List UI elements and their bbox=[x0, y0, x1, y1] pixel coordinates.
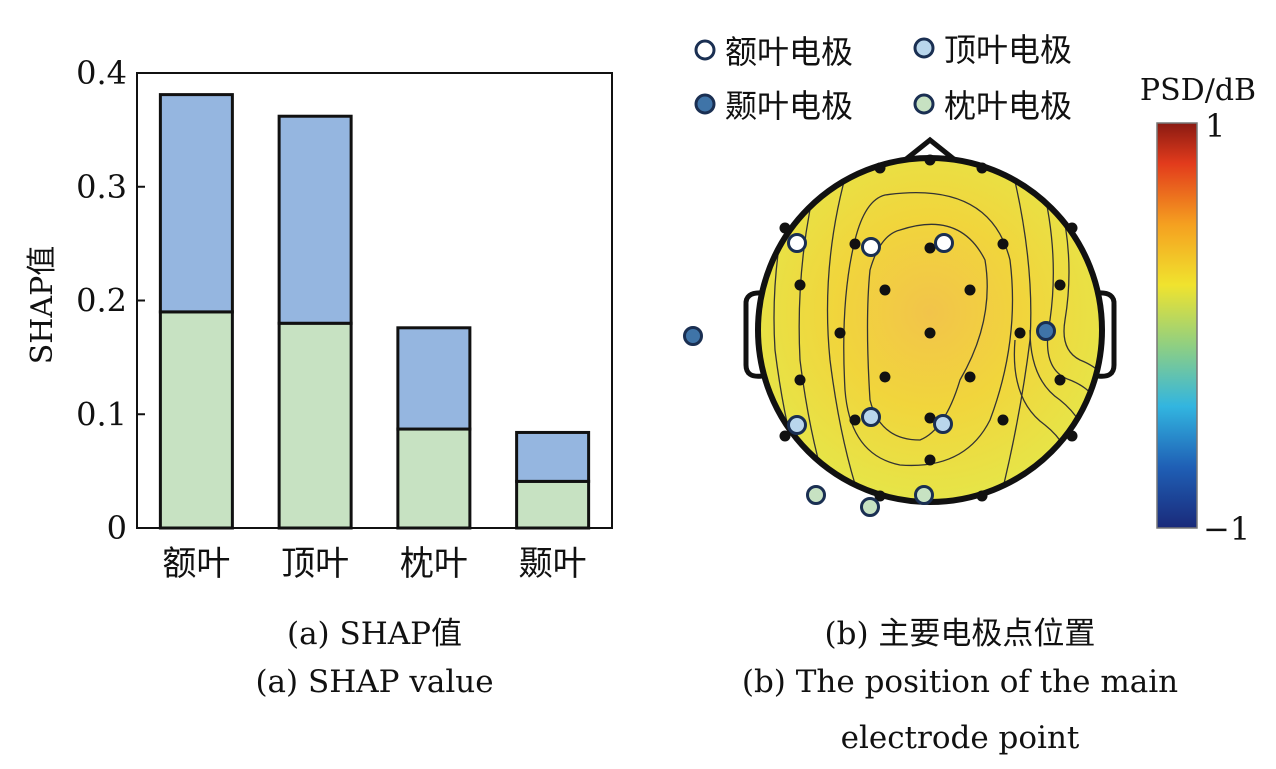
electrode-temporal bbox=[1036, 321, 1056, 341]
electrode-legend: 额叶电极 顶叶电极 颞叶电极 枕叶电极 bbox=[694, 31, 1072, 125]
sensor-dot bbox=[849, 238, 861, 250]
y-tick-label: 0.4 bbox=[76, 54, 127, 92]
sensor-dot bbox=[794, 374, 806, 386]
legend-label-parietal: 顶叶电极 bbox=[944, 31, 1072, 69]
sensor-dot bbox=[874, 490, 886, 502]
y-tick-label: 0 bbox=[107, 509, 127, 547]
colorbar-title: PSD/dB bbox=[1140, 73, 1256, 108]
legend-label-frontal: 额叶电极 bbox=[725, 33, 853, 71]
sensor-dot bbox=[976, 162, 988, 174]
electrode-frontal bbox=[861, 237, 881, 257]
sensor-dot bbox=[976, 490, 988, 502]
electrode-frontal bbox=[787, 233, 807, 253]
electrode-occipital bbox=[806, 485, 826, 505]
highlighted-electrodes bbox=[683, 233, 1056, 517]
bar-segment-top bbox=[396, 326, 472, 431]
sensor-dot bbox=[924, 327, 936, 339]
panel-b-topomap: 额叶电极 顶叶电极 颞叶电极 枕叶电极 PSD/dB 1 −1 bbox=[683, 31, 1256, 548]
bar-segment-top bbox=[277, 114, 353, 325]
panel-a-chart: 0 0.1 0.2 0.3 0.4 额叶 顶叶 枕叶 颞叶 SHAP值 bbox=[25, 54, 613, 584]
x-tick-label: 颞叶 bbox=[519, 544, 587, 584]
sensor-dot bbox=[1054, 279, 1066, 291]
electrode-parietal bbox=[787, 415, 807, 435]
sensor-dot bbox=[779, 430, 791, 442]
sensor-dot bbox=[997, 238, 1009, 250]
sensor-dot bbox=[834, 327, 846, 339]
electrode-temporal bbox=[683, 326, 703, 346]
sensor-dots bbox=[779, 154, 1078, 502]
sensor-dot bbox=[779, 222, 791, 234]
sensor-dot bbox=[1066, 430, 1078, 442]
sensor-dot bbox=[997, 414, 1009, 426]
electrode-frontal bbox=[934, 233, 954, 253]
sensor-dot bbox=[924, 242, 936, 254]
y-tick-labels: 0 0.1 0.2 0.3 0.4 bbox=[76, 54, 127, 547]
colorbar-gradient bbox=[1156, 122, 1198, 529]
electrode-parietal bbox=[933, 414, 953, 434]
sensor-dot bbox=[1054, 374, 1066, 386]
bar-segment-bottom bbox=[277, 321, 353, 530]
caption-a-cn: (a) SHAP值 bbox=[286, 616, 463, 652]
caption-b-cn: (b) 主要电极点位置 bbox=[824, 616, 1096, 652]
bar-segment-bottom bbox=[396, 427, 472, 530]
sensor-dot bbox=[879, 284, 891, 296]
legend-marker-temporal bbox=[694, 93, 716, 115]
x-tick-label: 顶叶 bbox=[281, 544, 349, 584]
y-axis-ticks bbox=[137, 72, 145, 529]
electrode-occipital bbox=[860, 497, 880, 517]
caption-b-en-line1: (b) The position of the main bbox=[741, 664, 1179, 700]
sensor-dot bbox=[879, 371, 891, 383]
legend-label-occipital: 枕叶电极 bbox=[944, 87, 1072, 125]
electrode-parietal bbox=[861, 407, 881, 427]
sensor-dot bbox=[1066, 222, 1078, 234]
y-tick-label: 0.1 bbox=[76, 395, 127, 433]
sensor-dot bbox=[924, 154, 936, 166]
bar-series bbox=[158, 93, 591, 530]
x-tick-label: 额叶 bbox=[162, 544, 230, 584]
caption-b-en-line2: electrode point bbox=[840, 720, 1080, 756]
sensor-dot bbox=[924, 412, 936, 424]
colorbar-max-label: 1 bbox=[1205, 107, 1225, 145]
electrode-occipital bbox=[914, 485, 934, 505]
caption-a-en: (a) SHAP value bbox=[255, 664, 494, 700]
sensor-dot bbox=[964, 371, 976, 383]
legend-marker-frontal bbox=[694, 39, 716, 61]
bar-segment-top bbox=[158, 93, 234, 314]
sensor-dot bbox=[794, 279, 806, 291]
sensor-dot bbox=[924, 454, 936, 466]
bar-segment-bottom bbox=[515, 479, 591, 530]
sensor-dot bbox=[874, 162, 886, 174]
legend-marker-occipital bbox=[913, 93, 935, 115]
y-tick-label: 0.3 bbox=[76, 168, 127, 206]
colorbar-min-label: −1 bbox=[1203, 510, 1250, 548]
bar-segment-top bbox=[515, 430, 591, 483]
sensor-dot bbox=[964, 284, 976, 296]
bar-segment-bottom bbox=[158, 310, 234, 530]
legend-marker-parietal bbox=[913, 37, 935, 59]
colorbar: PSD/dB 1 −1 bbox=[1140, 73, 1256, 548]
y-axis-label: SHAP值 bbox=[25, 246, 60, 365]
y-tick-label: 0.2 bbox=[76, 282, 127, 320]
sensor-dot bbox=[1014, 327, 1026, 339]
sensor-dot bbox=[849, 414, 861, 426]
legend-label-temporal: 颞叶电极 bbox=[725, 87, 853, 125]
x-tick-labels: 额叶 顶叶 枕叶 颞叶 bbox=[162, 544, 586, 584]
x-tick-label: 枕叶 bbox=[400, 544, 468, 584]
